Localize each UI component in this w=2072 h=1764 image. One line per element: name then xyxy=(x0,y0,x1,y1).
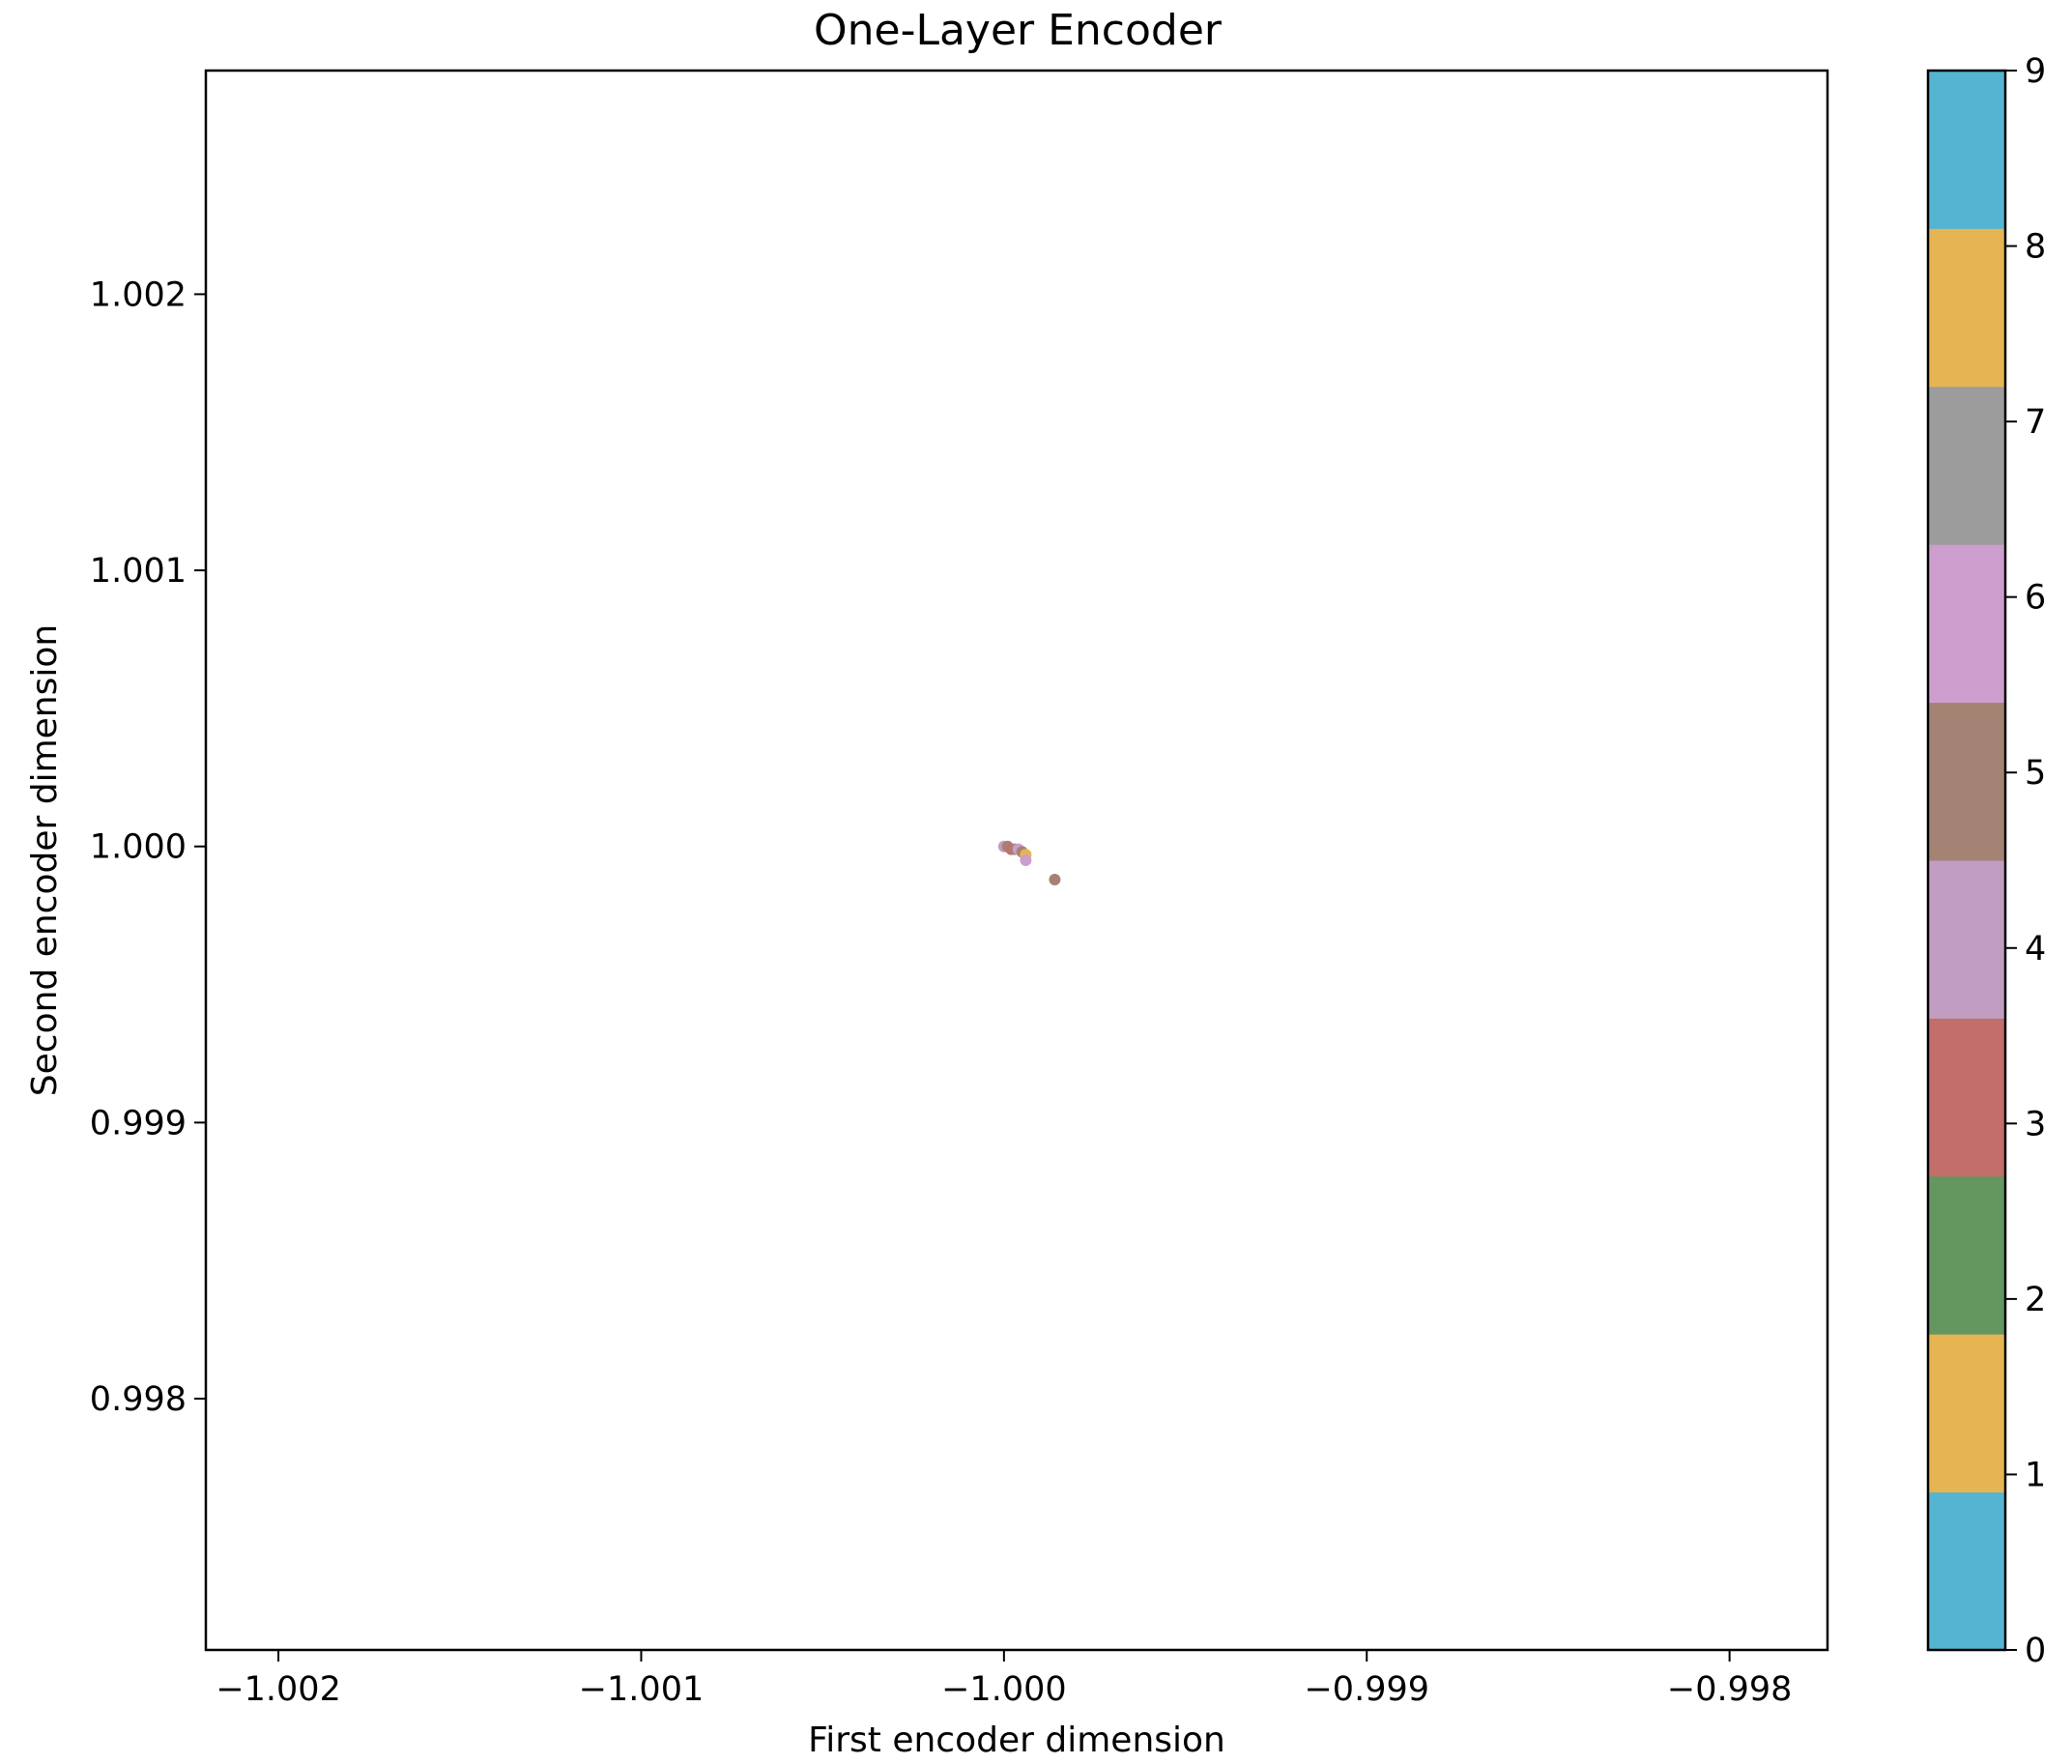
scatter-point xyxy=(1020,854,1032,866)
colorbar-segment xyxy=(1928,386,2005,545)
colorbar-tick-label: 7 xyxy=(2025,403,2046,442)
colorbar-segment xyxy=(1928,702,2005,861)
y-axis-ticks: 0.998 0.999 1.000 1.001 1.002 xyxy=(90,275,206,1419)
colorbar: 0 1 2 3 4 5 6 7 8 9 xyxy=(1926,52,2046,1670)
y-tick-label: 0.999 xyxy=(90,1104,187,1142)
colorbar-tick-label: 3 xyxy=(2025,1105,2046,1143)
colorbar-segment xyxy=(1928,1334,2005,1493)
x-axis-ticks: −1.002 −1.001 −1.000 −0.999 −0.998 xyxy=(216,1650,1792,1709)
x-tick-label: −1.000 xyxy=(941,1670,1067,1709)
colorbar-segment xyxy=(1928,228,2005,388)
x-tick-label: −0.999 xyxy=(1304,1670,1429,1709)
colorbar-tick-label: 6 xyxy=(2025,579,2046,618)
y-axis-label: Second encoder dimension xyxy=(25,624,65,1096)
colorbar-segment xyxy=(1928,860,2005,1019)
y-tick-label: 1.001 xyxy=(90,552,187,591)
colorbar-frame xyxy=(1926,69,2007,1652)
colorbar-segment xyxy=(1928,1175,2005,1335)
colorbar-segment xyxy=(1928,1018,2005,1177)
colorbar-tick-label: 8 xyxy=(2025,228,2046,267)
colorbar-tick-label: 0 xyxy=(2025,1632,2046,1670)
colorbar-segment xyxy=(1928,1491,2005,1651)
chart-title: One-Layer Encoder xyxy=(814,6,1223,55)
scatter-point xyxy=(1049,873,1061,885)
colorbar-tick-label: 4 xyxy=(2025,930,2046,969)
plot-frame xyxy=(204,69,1829,1652)
colorbar-tick-label: 9 xyxy=(2025,52,2046,91)
x-tick-label: −0.998 xyxy=(1667,1670,1793,1709)
y-tick-label: 1.000 xyxy=(90,828,187,867)
x-axis-label: First encoder dimension xyxy=(808,1721,1225,1760)
colorbar-segment xyxy=(1928,71,2005,229)
colorbar-segment xyxy=(1928,544,2005,704)
colorbar-tick-label: 2 xyxy=(2025,1281,2046,1319)
y-tick-label: 1.002 xyxy=(90,275,187,314)
y-tick-label: 0.998 xyxy=(90,1380,187,1419)
colorbar-tick-label: 5 xyxy=(2025,754,2046,793)
colorbar-tick-label: 1 xyxy=(2025,1456,2046,1494)
x-tick-label: −1.002 xyxy=(216,1670,341,1709)
scatter-points xyxy=(997,840,1061,885)
x-tick-label: −1.001 xyxy=(579,1670,705,1709)
